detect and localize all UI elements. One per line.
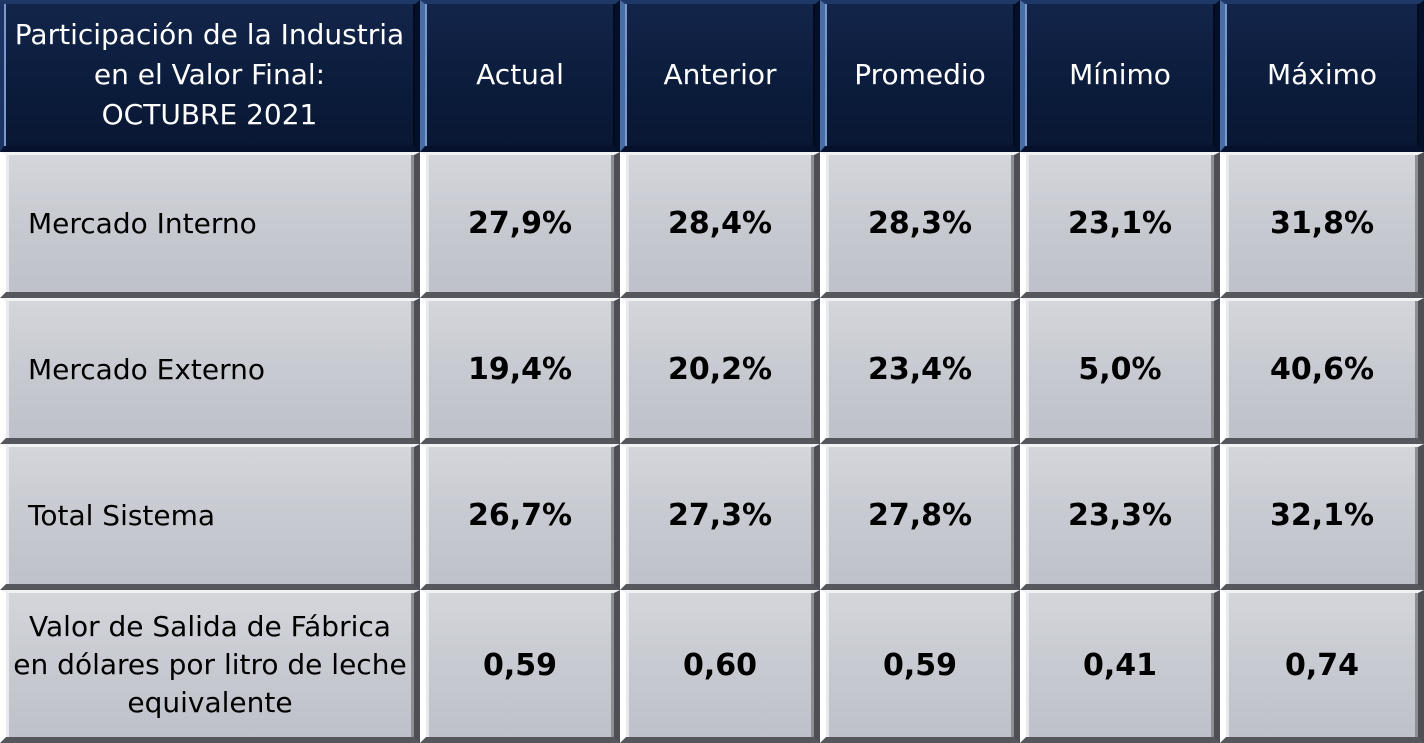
- cell-valor-salida-anterior: 0,60: [620, 590, 820, 743]
- column-header-maximo: Máximo: [1220, 0, 1424, 152]
- cell-valor-salida-actual: 0,59: [420, 590, 620, 743]
- cell-mercado-interno-actual: 27,9%: [420, 152, 620, 298]
- cell-valor-salida-promedio: 0,59: [820, 590, 1020, 743]
- cell-total-sistema-promedio: 27,8%: [820, 444, 1020, 590]
- column-header-actual: Actual: [420, 0, 620, 152]
- row-label-mercado-interno: Mercado Interno: [0, 152, 420, 298]
- column-header-anterior: Anterior: [620, 0, 820, 152]
- row-label-total-sistema: Total Sistema: [0, 444, 420, 590]
- cell-total-sistema-actual: 26,7%: [420, 444, 620, 590]
- cell-mercado-interno-minimo: 23,1%: [1020, 152, 1220, 298]
- cell-valor-salida-minimo: 0,41: [1020, 590, 1220, 743]
- cell-mercado-interno-promedio: 28,3%: [820, 152, 1020, 298]
- table-title-cell: Participación de la Industria en el Valo…: [0, 0, 420, 152]
- cell-mercado-externo-promedio: 23,4%: [820, 298, 1020, 444]
- cell-total-sistema-minimo: 23,3%: [1020, 444, 1220, 590]
- cell-mercado-externo-anterior: 20,2%: [620, 298, 820, 444]
- cell-mercado-interno-maximo: 31,8%: [1220, 152, 1424, 298]
- cell-mercado-externo-maximo: 40,6%: [1220, 298, 1424, 444]
- column-header-promedio: Promedio: [820, 0, 1020, 152]
- cell-mercado-externo-minimo: 5,0%: [1020, 298, 1220, 444]
- row-label-valor-salida-fabrica: Valor de Salida de Fábrica en dólares po…: [0, 590, 420, 743]
- cell-valor-salida-maximo: 0,74: [1220, 590, 1424, 743]
- cell-mercado-externo-actual: 19,4%: [420, 298, 620, 444]
- column-header-minimo: Mínimo: [1020, 0, 1220, 152]
- row-label-mercado-externo: Mercado Externo: [0, 298, 420, 444]
- cell-mercado-interno-anterior: 28,4%: [620, 152, 820, 298]
- cell-total-sistema-maximo: 32,1%: [1220, 444, 1424, 590]
- cell-total-sistema-anterior: 27,3%: [620, 444, 820, 590]
